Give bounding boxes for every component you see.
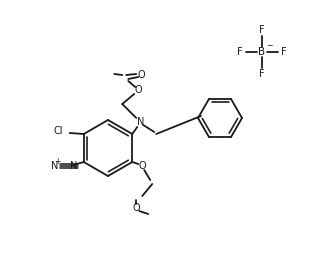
Text: F: F [237, 47, 243, 57]
Text: O: O [138, 161, 146, 171]
Text: −: − [266, 41, 272, 51]
Text: N: N [137, 117, 144, 127]
Text: F: F [259, 69, 265, 79]
Text: O: O [132, 203, 140, 213]
Text: O: O [134, 85, 142, 95]
Text: O: O [137, 70, 145, 80]
Text: N: N [51, 161, 58, 171]
Text: N: N [70, 161, 78, 171]
Text: F: F [259, 25, 265, 35]
Text: B: B [258, 47, 265, 57]
Text: Cl: Cl [53, 126, 63, 136]
Text: +: + [55, 156, 61, 166]
Text: F: F [281, 47, 287, 57]
